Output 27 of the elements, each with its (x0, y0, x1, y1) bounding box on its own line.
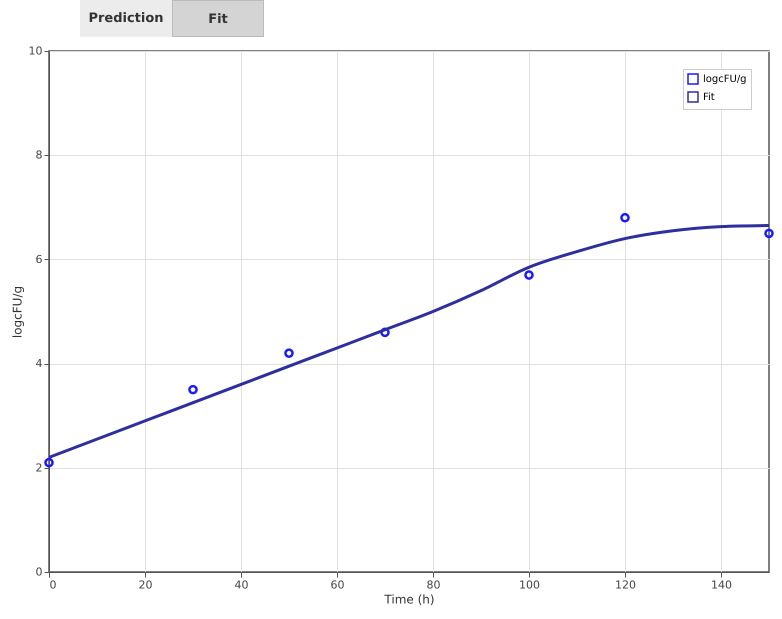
point (524, 270, 534, 280)
tab: Prediction (80, 0, 172, 37)
point (764, 228, 774, 238)
x-tick-label: 80 (426, 578, 440, 592)
x-tick-label: 0 (50, 578, 56, 592)
y-tick-label: 2 (36, 461, 42, 474)
x-tick-label: 100 (519, 578, 540, 592)
y-axis-title: logcFU/g (10, 286, 25, 338)
x-axis-title: Time (h) (383, 592, 435, 606)
x-tick-label: 140 (711, 578, 732, 592)
tab: Fit (172, 0, 264, 37)
point (620, 212, 630, 222)
legend-label: Fit (703, 92, 715, 103)
point (188, 384, 198, 394)
x-tick-label: 20 (138, 578, 152, 592)
legend-label: logcFU/g (703, 74, 747, 85)
x-tick-label: 60 (330, 578, 344, 592)
y-tick-label: 0 (36, 566, 42, 578)
x-tick-label: 40 (234, 578, 248, 592)
line-series (48, 224, 770, 459)
x-tick-label: 120 (615, 578, 636, 592)
y-tick-label: 8 (36, 148, 42, 162)
y-tick-label: 6 (36, 252, 42, 266)
point (44, 458, 54, 468)
point (284, 348, 294, 358)
y-tick-label: 4 (36, 357, 42, 370)
y-tick-label: 10 (28, 44, 42, 58)
